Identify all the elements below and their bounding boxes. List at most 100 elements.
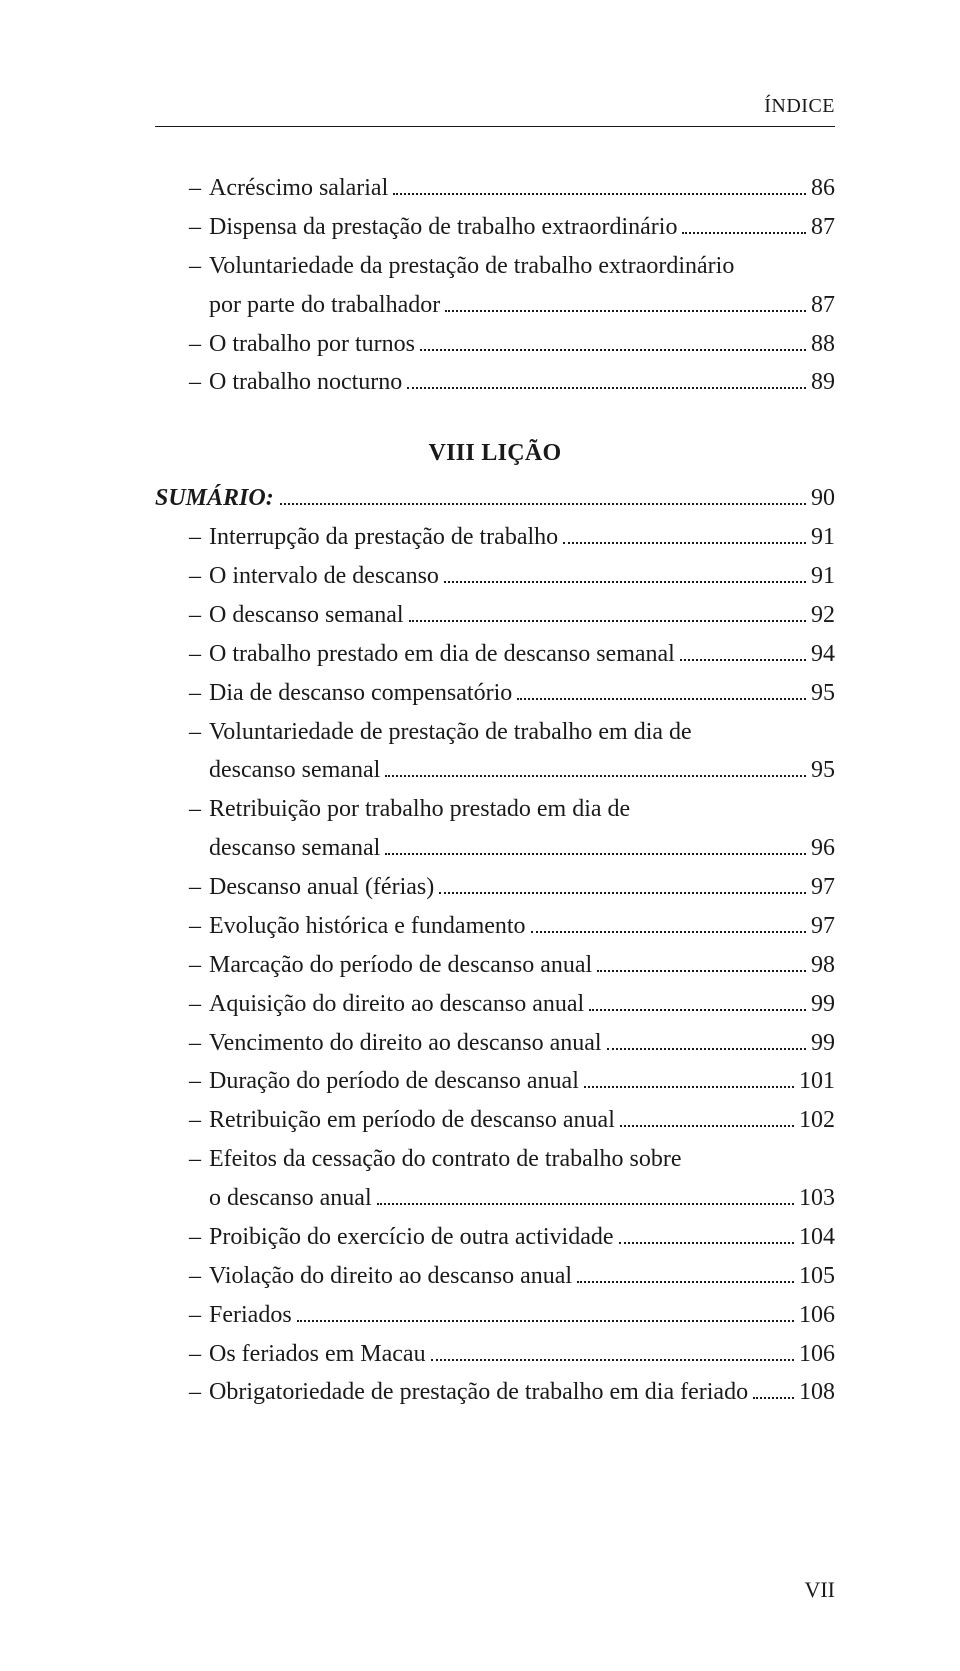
toc-label: O intervalo de descanso: [209, 557, 439, 596]
toc-dash: –: [155, 208, 209, 247]
toc-page: 97: [811, 907, 835, 946]
toc-entry: –O trabalho por turnos88: [155, 325, 835, 364]
toc-page: 99: [811, 985, 835, 1024]
toc-label: Retribuição por trabalho prestado em dia…: [209, 790, 630, 829]
leader-dots: [297, 1320, 794, 1322]
leader-dots: [280, 503, 806, 505]
toc-entry: –Violação do direito ao descanso anual10…: [155, 1257, 835, 1296]
leader-dots: [420, 349, 806, 351]
toc-label: Evolução histórica e fundamento: [209, 907, 526, 946]
toc-entry: –O trabalho nocturno89: [155, 363, 835, 402]
toc-entry: –Interrupção da prestação de trabalho 91: [155, 518, 835, 557]
toc-dash: –: [155, 325, 209, 364]
toc-entry: –Voluntariedade de prestação de trabalho…: [155, 713, 835, 752]
leader-dots: [385, 775, 806, 777]
toc-label: Acréscimo salarial: [209, 169, 388, 208]
sumario-label: SUMÁRIO:: [155, 479, 274, 518]
toc-entry: –Feriados106: [155, 1296, 835, 1335]
leader-dots: [439, 892, 806, 894]
toc-page: 105: [799, 1257, 835, 1296]
toc-entry: –Marcação do período de descanso anual98: [155, 946, 835, 985]
toc-dash: –: [155, 169, 209, 208]
toc-label: Dispensa da prestação de trabalho extrao…: [209, 208, 677, 247]
leader-dots: [619, 1242, 795, 1244]
toc-dash: –: [155, 1373, 209, 1412]
toc-page: 87: [811, 208, 835, 247]
toc-entry: –descanso semanal95: [155, 751, 835, 790]
toc-entry: –Duração do período de descanso anual101: [155, 1062, 835, 1101]
toc-label: Aquisição do direito ao descanso anual: [209, 985, 584, 1024]
toc-page: 88: [811, 325, 835, 364]
toc-page: 97: [811, 868, 835, 907]
toc-label: Dia de descanso compensatório: [209, 674, 512, 713]
section-heading-text: VIII LIÇÃO: [428, 440, 561, 466]
leader-dots: [597, 970, 806, 972]
toc-label: Os feriados em Macau: [209, 1335, 426, 1374]
toc-page: 104: [799, 1218, 835, 1257]
toc-dash: –: [155, 635, 209, 674]
toc-entry: –O descanso semanal92: [155, 596, 835, 635]
toc-entry: –Dispensa da prestação de trabalho extra…: [155, 208, 835, 247]
toc-entry: –Proibição do exercício de outra activid…: [155, 1218, 835, 1257]
leader-dots: [680, 659, 806, 661]
toc-label: Interrupção da prestação de trabalho: [209, 518, 558, 557]
toc-label: Vencimento do direito ao descanso anual: [209, 1024, 602, 1063]
toc-entry: –Retribuição em período de descanso anua…: [155, 1101, 835, 1140]
leader-dots: [607, 1048, 806, 1050]
toc-entry: –O intervalo de descanso91: [155, 557, 835, 596]
leader-dots: [531, 931, 806, 933]
toc-page: 89: [811, 363, 835, 402]
toc-page: 86: [811, 169, 835, 208]
toc-label: o descanso anual: [209, 1179, 372, 1218]
toc-dash: –: [155, 1296, 209, 1335]
toc-label: O descanso semanal: [209, 596, 404, 635]
toc-dash: –: [155, 1140, 209, 1179]
toc-dash: –: [155, 596, 209, 635]
toc-dash: –: [155, 557, 209, 596]
toc-label: Obrigatoriedade de prestação de trabalho…: [209, 1373, 748, 1412]
leader-dots: [584, 1086, 794, 1088]
toc-label: Duração do período de descanso anual: [209, 1062, 579, 1101]
toc-entry: –Retribuição por trabalho prestado em di…: [155, 790, 835, 829]
toc-entry: –o descanso anual103: [155, 1179, 835, 1218]
toc-dash: –: [155, 247, 209, 286]
toc-label: Voluntariedade de prestação de trabalho …: [209, 713, 692, 752]
toc-page: 99: [811, 1024, 835, 1063]
toc-entry: –descanso semanal96: [155, 829, 835, 868]
toc-entry: –Vencimento do direito ao descanso anual…: [155, 1024, 835, 1063]
leader-dots: [517, 698, 806, 700]
toc-entry: –Obrigatoriedade de prestação de trabalh…: [155, 1373, 835, 1412]
toc-entry: –Acréscimo salarial 86: [155, 169, 835, 208]
toc-label: Efeitos da cessação do contrato de traba…: [209, 1140, 681, 1179]
leader-dots: [563, 542, 806, 544]
toc-label: Proibição do exercício de outra activida…: [209, 1218, 614, 1257]
running-head: ÍNDICE: [155, 95, 835, 118]
toc-page: 94: [811, 635, 835, 674]
toc-dash: –: [155, 363, 209, 402]
sumario-row: SUMÁRIO: 90: [155, 479, 835, 518]
toc-label: Retribuição em período de descanso anual: [209, 1101, 615, 1140]
leader-dots: [753, 1397, 794, 1399]
sumario-page: 90: [811, 479, 835, 518]
toc-label: O trabalho prestado em dia de descanso s…: [209, 635, 675, 674]
leader-dots: [407, 387, 806, 389]
leader-dots: [393, 193, 806, 195]
toc-label: Feriados: [209, 1296, 292, 1335]
toc-entry: –Aquisição do direito ao descanso anual 9…: [155, 985, 835, 1024]
toc-page: 108: [799, 1373, 835, 1412]
toc-page: 103: [799, 1179, 835, 1218]
toc-entry: –Evolução histórica e fundamento97: [155, 907, 835, 946]
header-rule: [155, 126, 835, 127]
toc-dash: –: [155, 868, 209, 907]
leader-dots: [431, 1359, 794, 1361]
toc-dash: –: [155, 985, 209, 1024]
toc-page: 91: [811, 518, 835, 557]
toc-dash: –: [155, 790, 209, 829]
toc-dash: –: [155, 1101, 209, 1140]
toc-label: Violação do direito ao descanso anual: [209, 1257, 572, 1296]
toc-dash: –: [155, 518, 209, 557]
leader-dots: [589, 1009, 806, 1011]
toc-page: 102: [799, 1101, 835, 1140]
toc-page: 96: [811, 829, 835, 868]
toc-dash: –: [155, 1024, 209, 1063]
